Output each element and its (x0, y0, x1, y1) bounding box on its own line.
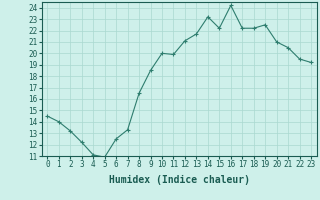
X-axis label: Humidex (Indice chaleur): Humidex (Indice chaleur) (109, 175, 250, 185)
